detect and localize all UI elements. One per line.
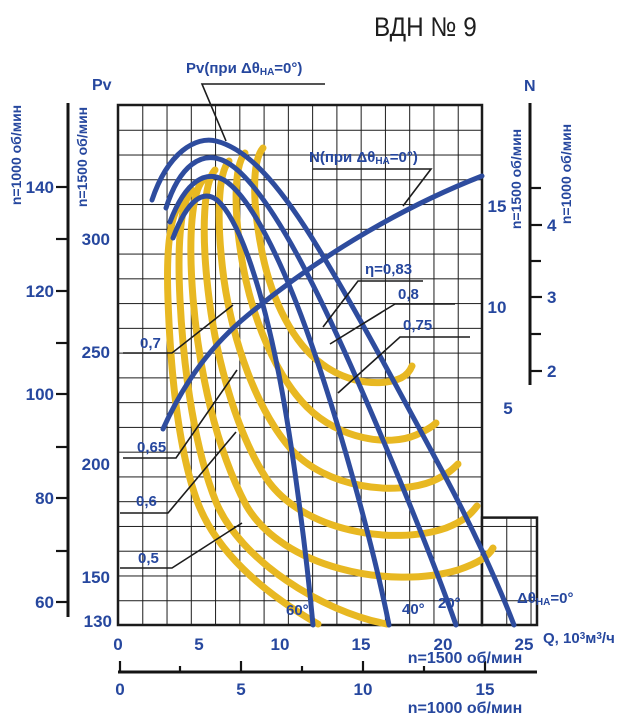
bottom-inner-axis-name: n=1500 об/мин	[407, 650, 523, 667]
n-curve-annotation: N(при ΔθНА=0°)	[309, 149, 418, 167]
tick-label: 3	[547, 288, 556, 307]
leader-line	[337, 336, 470, 394]
tick-label: 5	[236, 680, 245, 699]
pv-curve-0deg	[149, 137, 517, 628]
tick-label: 10	[354, 680, 373, 699]
eta-contour-0-5	[164, 199, 322, 628]
angle-label-0: ΔθНА=0°	[517, 590, 574, 608]
leader-line	[120, 431, 237, 514]
eta-contour-0-83	[251, 144, 416, 387]
tick-label: 2	[547, 362, 556, 381]
tick-label: 15	[476, 680, 495, 699]
angle-label-60: 60°	[286, 602, 309, 619]
leader-line	[329, 303, 455, 345]
curves-group	[149, 137, 517, 628]
eta-label-065: 0,65	[137, 439, 167, 456]
tick-label: 25	[515, 635, 534, 654]
n-curve-0deg	[160, 173, 485, 432]
bottom-outer-axis-name: n=1000 об/мин	[407, 700, 523, 717]
tick-label: 60	[35, 593, 54, 612]
eta-label-06: 0,6	[136, 493, 157, 510]
tick-label: 150	[82, 568, 110, 587]
tick-label: 0	[113, 635, 122, 654]
leader-line	[120, 522, 243, 569]
eta-label-05: 0,5	[138, 550, 159, 567]
q-unit-label: Q, 103м3/ч	[543, 630, 615, 647]
left-outer-axis-name: n=1000 об/мин	[8, 104, 24, 206]
tick-label: 300	[82, 230, 110, 249]
leader-line	[123, 369, 238, 459]
angle-label-40: 40°	[402, 601, 425, 618]
tick-label: 130	[84, 612, 112, 631]
pv-curve-40deg	[167, 173, 392, 628]
leader-line	[322, 280, 423, 328]
eta-label-083: η=0,83	[365, 261, 413, 278]
left-inner-axis-name: n=1500 об/мин	[74, 106, 90, 208]
tick-label: 10	[488, 298, 507, 317]
tick-label: 20	[434, 635, 453, 654]
pv-axis-label: Pv	[92, 77, 112, 94]
eta-label-08: 0,8	[398, 286, 419, 303]
chart-title: ВДН № 9	[374, 12, 477, 42]
eta-contour-0-75	[215, 157, 462, 492]
right-outer-axis-name: n=1000 об/мин	[558, 123, 574, 225]
right-inner-axis-name: n=1500 об/мин	[508, 128, 524, 230]
eta-contour-0-65	[187, 176, 497, 581]
tick-label: 100	[26, 385, 54, 404]
leader-line	[200, 83, 325, 142]
tick-label: 250	[82, 343, 110, 362]
leader-line	[123, 304, 234, 354]
eta-label-07: 0,7	[140, 335, 161, 352]
tick-label: 80	[35, 489, 54, 508]
eta-label-075: 0,75	[403, 317, 433, 334]
n-axis-label: N	[524, 78, 536, 95]
leader-lines-group	[120, 83, 470, 569]
leader-line	[313, 168, 433, 207]
pv-curve-annotation: Pv(при ΔθНА=0°)	[186, 60, 303, 78]
pv-curve-60deg	[170, 193, 316, 628]
tick-label: 0	[115, 680, 124, 699]
axes-group	[56, 103, 542, 674]
eta-contour-0-8	[232, 149, 440, 444]
tick-label: 140	[26, 178, 54, 197]
tick-label: 10	[271, 635, 290, 654]
eta-contour-0-7	[200, 166, 481, 539]
tick-label: 200	[82, 455, 110, 474]
angle-label-20: 20°	[438, 595, 461, 612]
eta-contour-0-6	[175, 186, 391, 628]
tick-label: 5	[194, 635, 203, 654]
tick-label: 15	[488, 197, 507, 216]
tick-label: 4	[547, 216, 557, 235]
tick-label: 120	[26, 282, 54, 301]
tick-label: 5	[503, 399, 512, 418]
tick-label: 15	[352, 635, 371, 654]
